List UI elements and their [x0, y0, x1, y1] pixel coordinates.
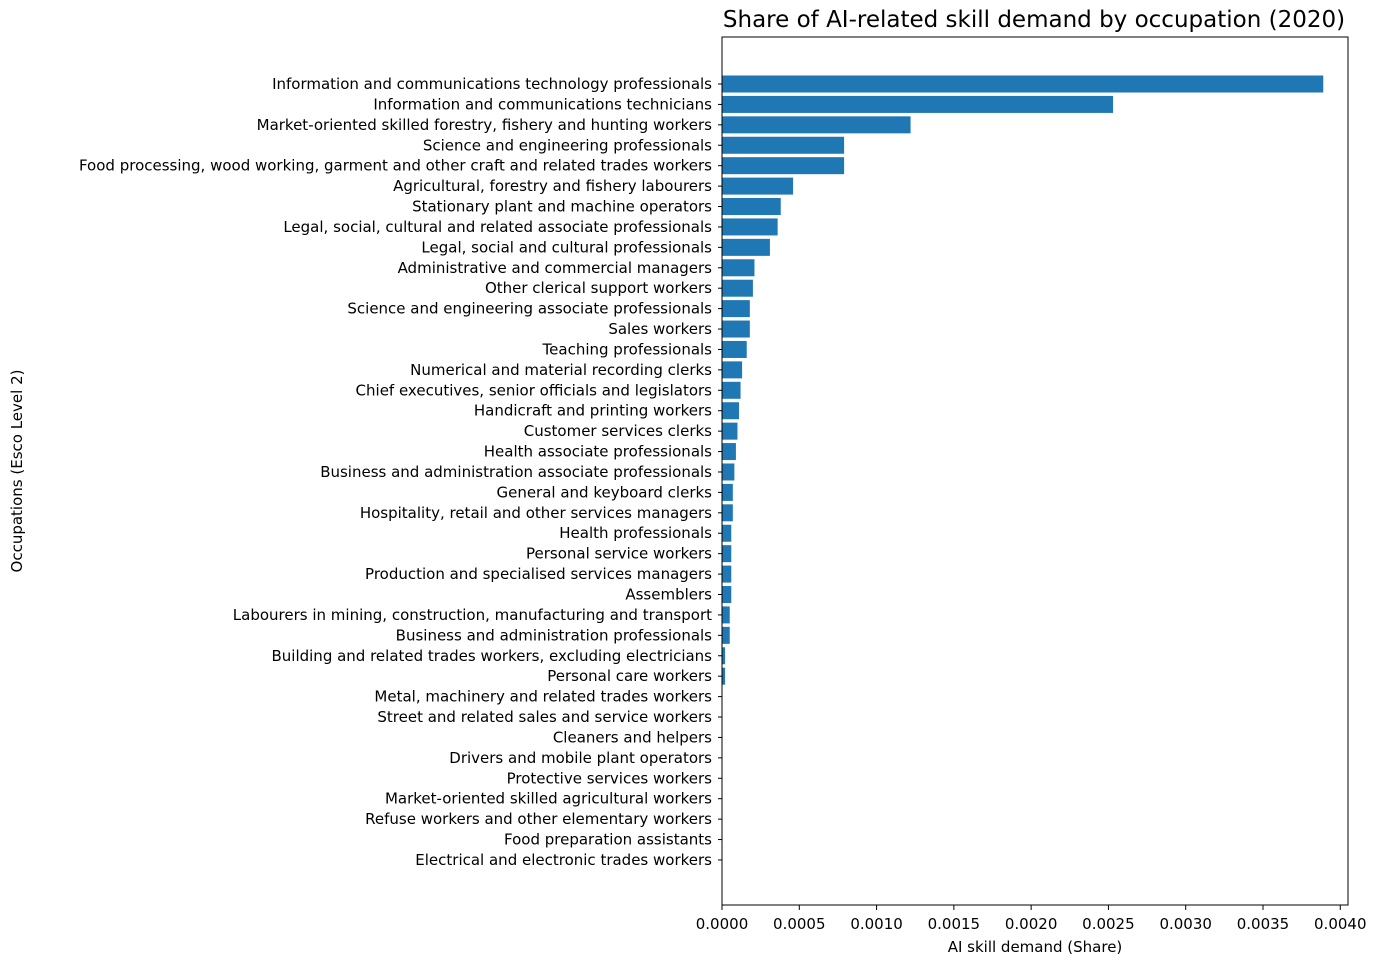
- x-tick-label: 0.0035: [1237, 915, 1290, 933]
- category-label: Science and engineering professionals: [423, 136, 712, 154]
- x-tick-label: 0.0030: [1159, 915, 1212, 933]
- bar: [722, 340, 747, 358]
- bar: [722, 218, 778, 236]
- bar: [722, 116, 911, 134]
- category-label: General and keyboard clerks: [496, 483, 712, 501]
- category-label: Teaching professionals: [542, 340, 713, 358]
- x-tick-label: 0.0040: [1314, 915, 1367, 933]
- category-label: Market-oriented skilled forestry, fisher…: [257, 116, 713, 134]
- bar: [722, 361, 743, 379]
- bar: [722, 545, 732, 563]
- bar: [722, 402, 739, 420]
- category-label: Electrical and electronic trades workers: [415, 851, 712, 869]
- category-label: Information and communications technolog…: [272, 75, 712, 93]
- bar: [722, 238, 770, 256]
- bar: [722, 443, 736, 461]
- category-label: Customer services clerks: [524, 422, 712, 440]
- category-label: Metal, machinery and related trades work…: [374, 688, 712, 706]
- bar: [722, 606, 730, 624]
- category-label: Administrative and commercial managers: [398, 259, 713, 277]
- category-label: Street and related sales and service wor…: [377, 708, 712, 726]
- category-label: Agricultural, forestry and fishery labou…: [393, 177, 712, 195]
- category-label: Production and specialised services mana…: [365, 565, 712, 583]
- x-tick-label: 0.0000: [696, 915, 749, 933]
- category-label: Business and administration professional…: [396, 626, 713, 644]
- x-tick-label: 0.0020: [1005, 915, 1058, 933]
- plot-frame: [721, 36, 1349, 906]
- category-label: Numerical and material recording clerks: [410, 361, 712, 379]
- chart-title: Share of AI-related skill demand by occu…: [723, 7, 1345, 33]
- category-label: Food preparation assistants: [504, 831, 712, 849]
- category-label: Other clerical support workers: [485, 279, 712, 297]
- category-label: Health professionals: [559, 524, 712, 542]
- bar: [722, 75, 1324, 93]
- x-tick-label: 0.0005: [773, 915, 826, 933]
- bar: [722, 198, 781, 216]
- category-label: Legal, social and cultural professionals: [421, 238, 712, 256]
- category-label: Drivers and mobile plant operators: [449, 749, 712, 767]
- bar: [722, 279, 753, 297]
- category-label: Market-oriented skilled agricultural wor…: [385, 790, 712, 808]
- x-tick-label: 0.0015: [928, 915, 981, 933]
- category-label: Hospitality, retail and other services m…: [360, 504, 712, 522]
- category-label: Building and related trades workers, exc…: [271, 647, 712, 665]
- category-label: Protective services workers: [507, 769, 713, 787]
- category-label: Food processing, wood working, garment a…: [79, 157, 712, 175]
- bar: [722, 565, 732, 583]
- category-label: Personal service workers: [526, 545, 712, 563]
- bar: [722, 504, 733, 522]
- category-label: Health associate professionals: [484, 443, 712, 461]
- bar: [722, 136, 845, 154]
- bar: [722, 177, 794, 195]
- category-label: Chief executives, senior officials and l…: [356, 381, 713, 399]
- bar: [722, 381, 741, 399]
- category-label: Stationary plant and machine operators: [412, 198, 712, 216]
- category-label: Business and administration associate pr…: [320, 463, 712, 481]
- category-label: Labourers in mining, construction, manuf…: [233, 606, 712, 624]
- category-label: Handicraft and printing workers: [474, 402, 712, 420]
- bar: [722, 259, 755, 277]
- category-label: Science and engineering associate profes…: [347, 300, 712, 318]
- bar: [722, 320, 750, 338]
- x-tick-label: 0.0010: [850, 915, 903, 933]
- category-label: Information and communications technicia…: [373, 95, 712, 113]
- y-axis-label: Occupations (Esco Level 2): [8, 370, 26, 573]
- category-label: Assemblers: [625, 586, 712, 604]
- category-label: Legal, social, cultural and related asso…: [283, 218, 712, 236]
- x-tick-label: 0.0025: [1082, 915, 1135, 933]
- category-label: Refuse workers and other elementary work…: [365, 810, 712, 828]
- bar: [722, 626, 730, 644]
- category-label: Cleaners and helpers: [553, 728, 712, 746]
- bar: [722, 586, 732, 603]
- bar: [722, 157, 845, 175]
- bar: [722, 422, 738, 440]
- bar: [722, 463, 735, 481]
- bar: [722, 483, 733, 501]
- bar: [722, 524, 732, 542]
- x-ticks-group: 0.0000 0.0005 0.0010 0.0015 0.0020 0.0025 0.00…: [696, 905, 1367, 933]
- x-axis-label: AI skill demand (Share): [948, 938, 1123, 956]
- category-labels-group: Information and communications technolog…: [79, 75, 722, 869]
- bar: [722, 667, 726, 685]
- category-label: Sales workers: [608, 320, 712, 338]
- bars-group: [722, 75, 1324, 869]
- bar: [722, 95, 1114, 113]
- category-label: Personal care workers: [547, 667, 712, 685]
- bar: [722, 300, 750, 318]
- bar: [722, 647, 726, 665]
